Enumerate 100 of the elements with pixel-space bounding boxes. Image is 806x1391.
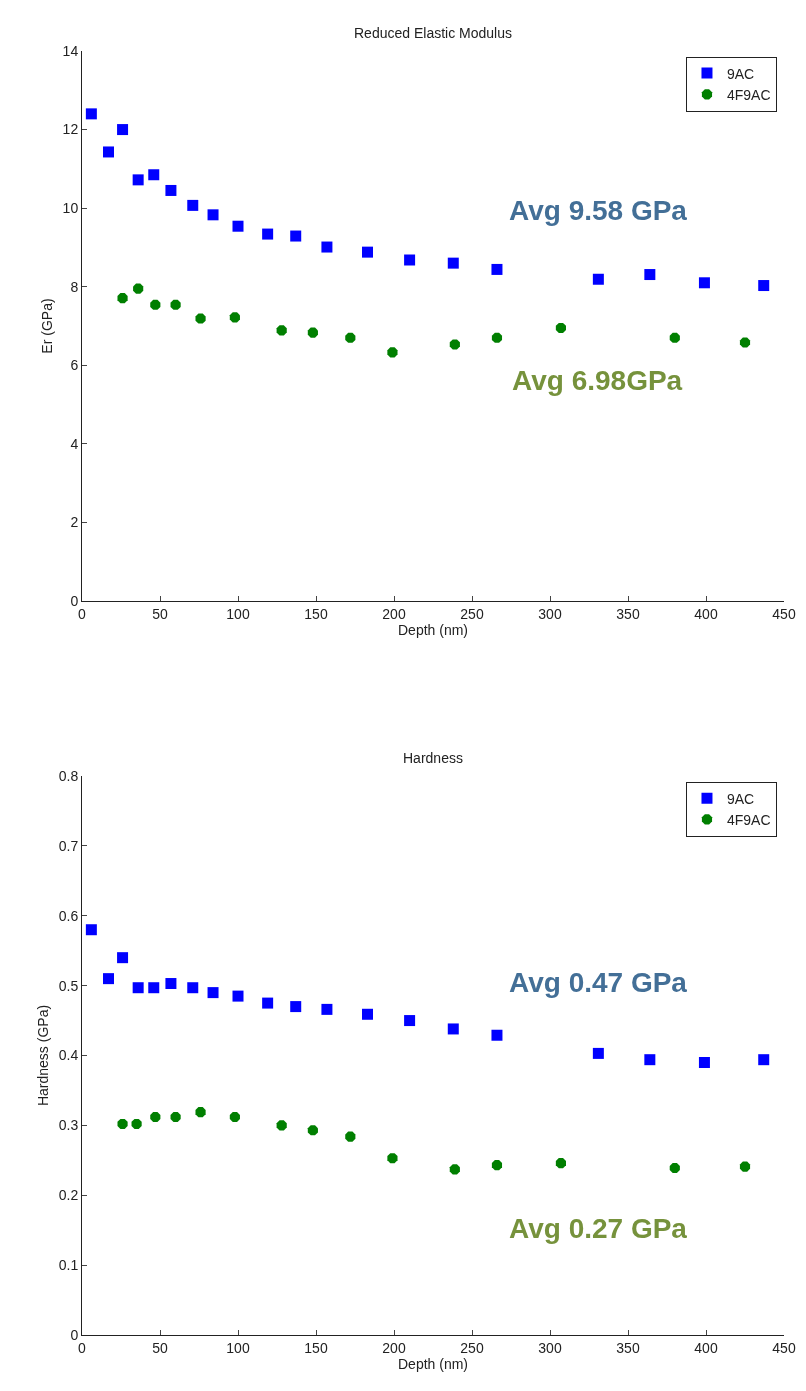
point — [491, 1029, 503, 1041]
point — [232, 220, 244, 232]
point — [491, 263, 503, 275]
point — [307, 327, 318, 338]
point — [229, 1111, 240, 1123]
y-tick-label: 0.5 — [58, 977, 79, 994]
point — [148, 982, 160, 994]
point — [207, 209, 219, 221]
point — [491, 332, 503, 343]
point — [555, 322, 566, 334]
x-tick-label: 400 — [694, 605, 718, 622]
point — [276, 1120, 287, 1131]
point — [195, 1107, 206, 1118]
point — [170, 299, 181, 310]
point — [698, 1056, 710, 1068]
point — [592, 273, 604, 285]
point — [170, 1111, 181, 1123]
x-tick-label: 250 — [460, 605, 484, 622]
point — [669, 1162, 680, 1174]
y-axis-title: Er (GPa) — [39, 298, 56, 354]
point — [187, 982, 199, 994]
x-tick-label: 150 — [304, 1339, 328, 1356]
point — [229, 312, 240, 323]
point — [387, 347, 398, 358]
point — [449, 339, 460, 350]
point — [321, 241, 333, 253]
legend-label: 9AC — [726, 65, 755, 82]
point — [290, 230, 302, 242]
point — [165, 184, 177, 196]
point — [195, 313, 206, 324]
x-tick-label: 200 — [382, 1339, 406, 1356]
x-tick-label: 300 — [538, 1339, 562, 1356]
point — [103, 146, 115, 158]
point — [187, 199, 199, 211]
y-tick-label: 0.8 — [58, 767, 79, 784]
point — [117, 952, 129, 964]
point — [290, 1001, 302, 1013]
point — [117, 124, 129, 136]
y-tick-label: 0.2 — [58, 1187, 79, 1204]
point — [345, 332, 356, 343]
point — [404, 254, 416, 266]
point — [148, 169, 160, 181]
point — [644, 269, 656, 281]
point — [103, 973, 115, 985]
point — [491, 1160, 503, 1171]
point — [698, 277, 710, 289]
y-tick-label: 8 — [70, 278, 79, 295]
x-tick-label: 250 — [460, 1339, 484, 1356]
legend-label: 4F9AC — [726, 86, 771, 103]
point — [262, 997, 274, 1009]
point — [404, 1015, 416, 1027]
x-axis-title: Depth (nm) — [397, 1355, 469, 1372]
point — [262, 228, 274, 240]
point — [131, 1118, 142, 1130]
point — [387, 1153, 398, 1164]
point — [117, 293, 128, 304]
point — [85, 108, 97, 120]
y-tick-label: 14 — [62, 42, 79, 59]
point — [165, 978, 177, 990]
point — [132, 982, 144, 994]
x-tick-label: 350 — [616, 1339, 640, 1356]
annotation: Avg 9.58 GPa — [509, 195, 688, 226]
x-tick-label: 300 — [538, 605, 562, 622]
x-tick-label: 200 — [382, 605, 406, 622]
point — [449, 1164, 460, 1175]
y-tick-label: 0.1 — [58, 1257, 79, 1274]
chart-title: Hardness — [403, 750, 463, 766]
annotation: Avg 0.27 GPa — [509, 1213, 688, 1244]
point — [307, 1125, 318, 1136]
point — [644, 1054, 656, 1066]
point — [276, 325, 287, 336]
point — [739, 1161, 751, 1172]
point — [133, 283, 144, 294]
x-tick-label: 50 — [152, 1339, 168, 1356]
y-tick-label: 0 — [70, 592, 79, 609]
point — [447, 257, 459, 269]
point — [132, 174, 144, 186]
legend-label: 4F9AC — [726, 811, 771, 828]
x-axis-title: Depth (nm) — [397, 621, 469, 638]
y-tick-label: 0.3 — [58, 1117, 79, 1134]
y-tick-label: 12 — [62, 121, 79, 138]
point — [117, 1118, 128, 1130]
point — [232, 990, 244, 1002]
point — [207, 987, 219, 999]
x-tick-label: 100 — [226, 605, 250, 622]
y-tick-label: 2 — [70, 514, 79, 531]
y-tick-label: 0 — [70, 1326, 79, 1343]
point — [555, 1158, 566, 1169]
point — [447, 1023, 459, 1035]
annotation: Avg 6.98GPa — [512, 365, 683, 396]
x-tick-label: 100 — [226, 1339, 250, 1356]
annotation: Avg 0.47 GPa — [509, 967, 688, 998]
x-tick-label: 400 — [694, 1339, 718, 1356]
y-tick-label: 0.7 — [58, 837, 79, 854]
y-axis-title: Hardness (GPa) — [35, 1004, 52, 1107]
x-tick-label: 350 — [616, 605, 640, 622]
point — [669, 332, 680, 343]
y-tick-label: 0.4 — [58, 1047, 79, 1064]
x-tick-label: 150 — [304, 605, 328, 622]
point — [592, 1047, 604, 1059]
